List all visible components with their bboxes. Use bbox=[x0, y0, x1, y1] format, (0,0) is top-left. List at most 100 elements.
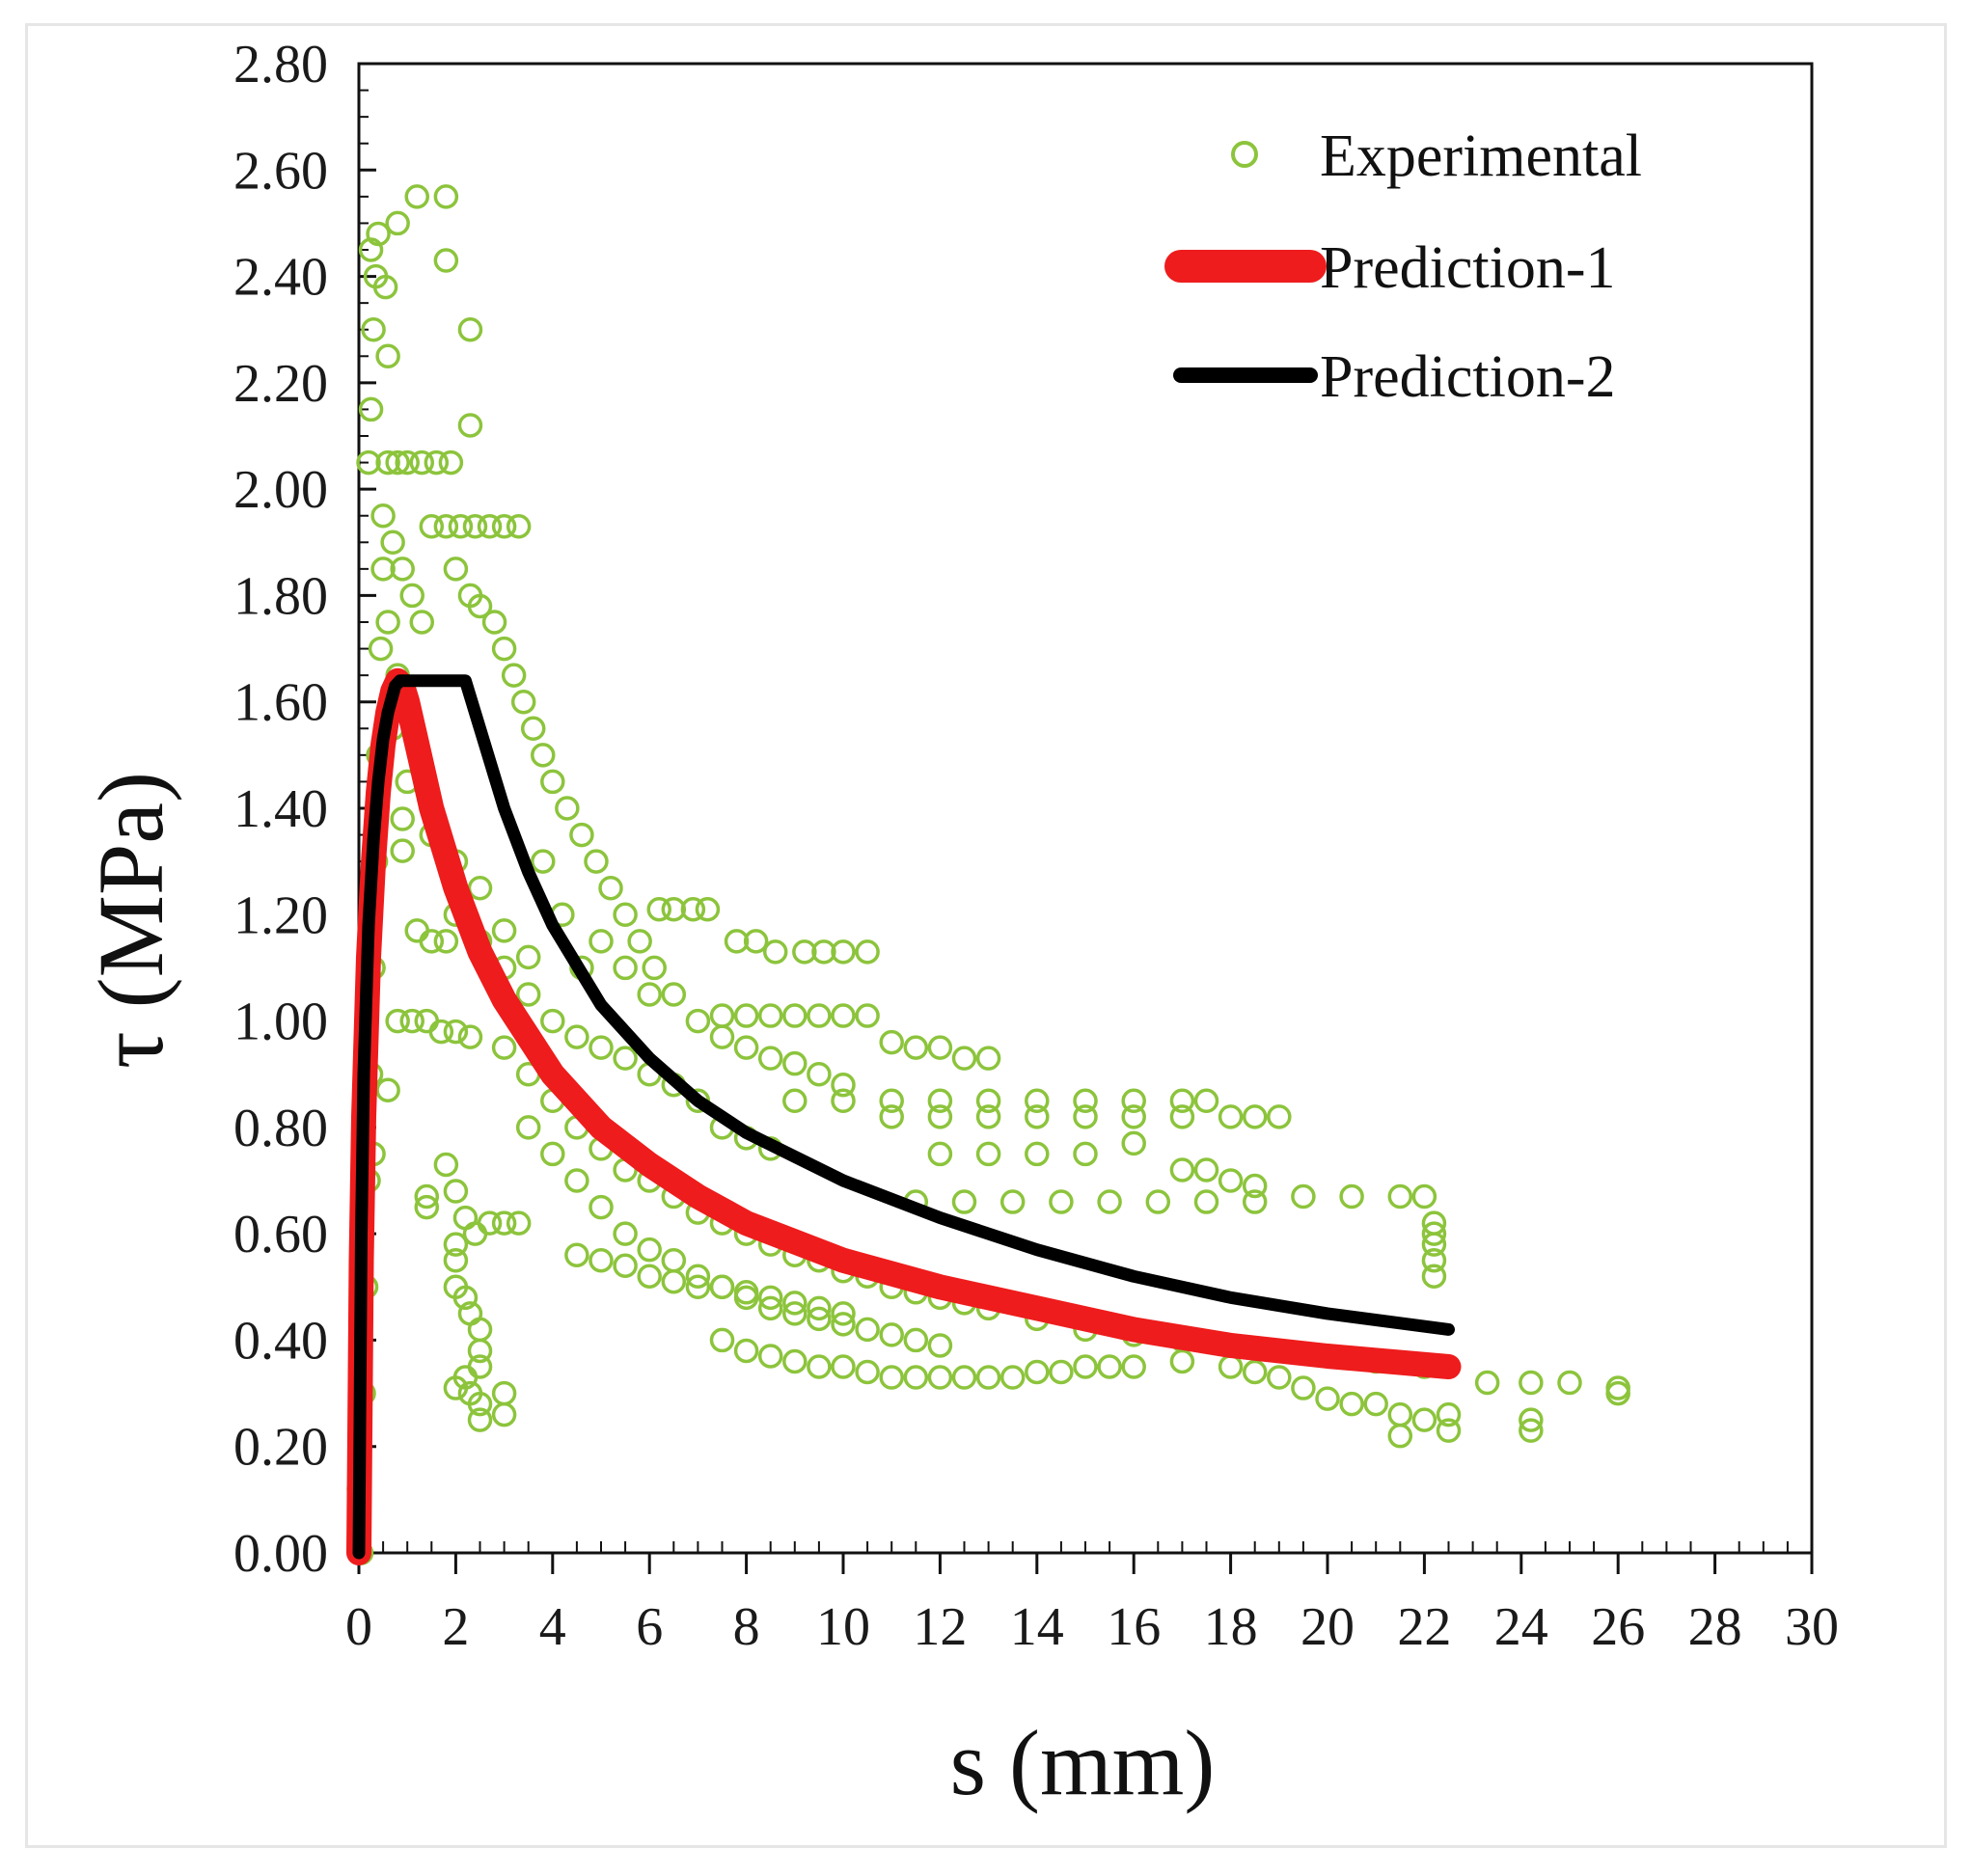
experimental-point bbox=[782, 1088, 808, 1114]
experimental-point bbox=[831, 1301, 856, 1326]
experimental-point bbox=[709, 1274, 735, 1300]
y-tick-label: 0.80 bbox=[233, 1099, 328, 1158]
experimental-point bbox=[467, 1317, 493, 1343]
experimental-point bbox=[385, 1008, 410, 1034]
experimental-point bbox=[724, 929, 750, 954]
x-tick-label: 0 bbox=[345, 1597, 372, 1657]
experimental-point bbox=[762, 939, 788, 965]
experimental-point bbox=[1193, 1189, 1219, 1214]
x-tick-label: 18 bbox=[1204, 1597, 1258, 1657]
experimental-point bbox=[831, 1312, 856, 1337]
experimental-point bbox=[1121, 1088, 1146, 1114]
experimental-point bbox=[613, 1253, 638, 1278]
experimental-point bbox=[782, 1348, 808, 1374]
experimental-point bbox=[501, 663, 527, 688]
experimental-point bbox=[491, 1380, 517, 1406]
experimental-point bbox=[481, 610, 507, 635]
x-tick-label: 16 bbox=[1107, 1597, 1161, 1657]
experimental-point bbox=[807, 1295, 832, 1321]
experimental-point bbox=[855, 1317, 880, 1343]
experimental-point bbox=[831, 1003, 856, 1028]
experimental-point bbox=[782, 1291, 808, 1316]
x-tick-label: 24 bbox=[1494, 1597, 1548, 1657]
experimental-point bbox=[370, 503, 396, 529]
y-tick-label: 0.60 bbox=[233, 1205, 328, 1264]
y-tick-label: 1.00 bbox=[233, 992, 328, 1052]
y-tick-label: 0.40 bbox=[233, 1311, 328, 1371]
experimental-point bbox=[685, 1274, 711, 1300]
experimental-point bbox=[399, 1008, 424, 1034]
x-tick-label: 4 bbox=[539, 1597, 566, 1657]
experimental-point bbox=[831, 1088, 856, 1114]
experimental-point bbox=[1519, 1407, 1544, 1432]
experimental-point bbox=[1387, 1183, 1413, 1210]
experimental-point bbox=[390, 806, 415, 831]
experimental-point bbox=[811, 939, 836, 965]
experimental-point bbox=[685, 1264, 711, 1290]
experimental-point bbox=[903, 1365, 929, 1390]
experimental-point bbox=[380, 530, 405, 556]
experimental-point bbox=[443, 1247, 469, 1273]
experimental-point bbox=[443, 557, 469, 582]
experimental-point bbox=[1121, 1104, 1146, 1129]
experimental-point bbox=[491, 1401, 517, 1427]
experimental-point bbox=[1474, 1370, 1500, 1396]
experimental-point bbox=[1421, 1221, 1447, 1246]
experimental-point bbox=[589, 1247, 614, 1273]
experimental-point bbox=[375, 1077, 400, 1103]
experimental-point bbox=[1315, 1386, 1340, 1411]
experimental-point bbox=[613, 955, 638, 981]
experimental-point bbox=[927, 1333, 953, 1358]
experimental-point bbox=[414, 1194, 440, 1220]
experimental-point bbox=[855, 939, 880, 965]
experimental-point bbox=[1339, 1183, 1364, 1210]
experimental-point bbox=[467, 1354, 493, 1379]
experimental-point bbox=[520, 716, 546, 742]
legend-label-prediction-1: Prediction-1 bbox=[1320, 235, 1616, 301]
experimental-point bbox=[452, 1285, 479, 1311]
experimental-point bbox=[999, 1189, 1026, 1214]
y-tick-label: 1.80 bbox=[233, 566, 328, 626]
experimental-point bbox=[637, 982, 662, 1007]
experimental-point bbox=[1363, 1391, 1388, 1417]
experimental-point bbox=[390, 838, 415, 863]
x-tick-label: 20 bbox=[1300, 1597, 1355, 1657]
y-tick-label: 2.40 bbox=[233, 248, 328, 308]
experimental-point bbox=[433, 248, 459, 273]
experimental-point bbox=[757, 1046, 783, 1071]
x-tick-label: 14 bbox=[1010, 1597, 1064, 1657]
experimental-point bbox=[419, 513, 445, 539]
experimental-point bbox=[927, 1104, 953, 1129]
experimental-point bbox=[414, 1008, 440, 1034]
experimental-point bbox=[491, 636, 517, 662]
experimental-point bbox=[855, 1359, 880, 1385]
experimental-point bbox=[879, 1365, 904, 1390]
experimental-point bbox=[409, 449, 435, 476]
experimental-point bbox=[695, 897, 721, 922]
figure-frame bbox=[25, 23, 1947, 1848]
experimental-point bbox=[419, 929, 445, 954]
experimental-point bbox=[927, 1365, 953, 1390]
experimental-point bbox=[1097, 1354, 1122, 1379]
experimental-point bbox=[743, 929, 769, 954]
experimental-point bbox=[448, 513, 474, 539]
experimental-point bbox=[927, 1141, 953, 1167]
experimental-point bbox=[1121, 1354, 1146, 1379]
experimental-point bbox=[661, 1269, 687, 1294]
experimental-point bbox=[531, 743, 556, 768]
experimental-point bbox=[467, 1391, 493, 1417]
experimental-point bbox=[782, 1301, 808, 1326]
experimental-point bbox=[1169, 1104, 1195, 1129]
experimental-point bbox=[385, 210, 410, 236]
y-tick-label: 2.20 bbox=[233, 354, 328, 414]
experimental-point bbox=[515, 1115, 541, 1140]
legend-label-experimental: Experimental bbox=[1320, 123, 1642, 189]
experimental-point bbox=[1605, 1380, 1630, 1406]
experimental-point bbox=[685, 1008, 711, 1034]
experimental-point bbox=[1519, 1370, 1544, 1396]
experimental-point bbox=[1387, 1401, 1413, 1427]
experimental-point bbox=[1421, 1247, 1447, 1273]
experimental-point bbox=[807, 1306, 832, 1332]
experimental-point bbox=[1073, 1088, 1098, 1114]
experimental-point bbox=[1291, 1375, 1316, 1400]
